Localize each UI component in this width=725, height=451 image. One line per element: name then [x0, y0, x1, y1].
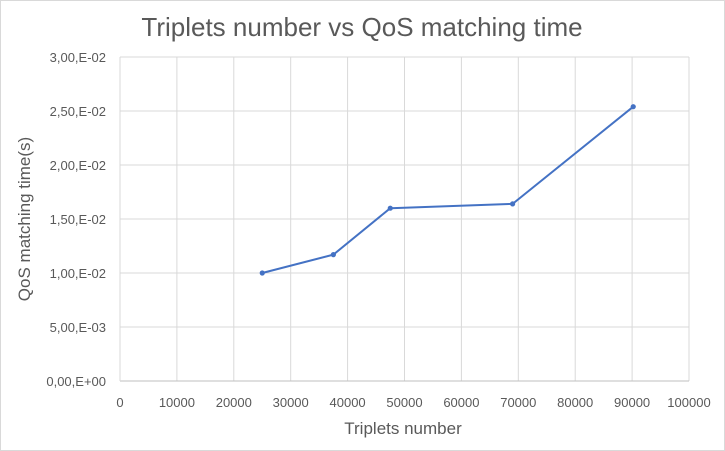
- x-tick-label: 30000: [273, 395, 309, 410]
- x-tick-label: 20000: [216, 395, 252, 410]
- series: [259, 104, 636, 276]
- y-tick-label: 1,00,E-02: [50, 266, 106, 281]
- data-point: [330, 252, 336, 258]
- x-tick-label: 80000: [557, 395, 593, 410]
- x-tick-label: 70000: [500, 395, 536, 410]
- data-point: [510, 201, 516, 207]
- y-tick-label: 2,50,E-02: [50, 104, 106, 119]
- x-axis-title: Triplets number: [344, 419, 462, 438]
- data-point: [387, 205, 393, 211]
- data-point: [259, 270, 265, 276]
- x-tick-label: 50000: [386, 395, 422, 410]
- x-tick-labels: 0 10000 20000 30000 40000 50000 60000 70000 8000…: [116, 395, 710, 410]
- chart-title: Triplets number vs QoS matching time: [141, 12, 582, 42]
- x-tick-label: 40000: [330, 395, 366, 410]
- y-tick-label: 1,50,E-02: [50, 212, 106, 227]
- x-tick-label: 90000: [614, 395, 650, 410]
- gridlines: [120, 56, 690, 381]
- y-tick-labels: 0,00,E+00 5,00,E-03 1,00,E-02 1,50,E-02 2,00…: [46, 50, 106, 389]
- y-tick-label: 3,00,E-02: [50, 50, 106, 65]
- y-axis-title: QoS matching time(s): [15, 137, 34, 301]
- x-tick-label: 60000: [443, 395, 479, 410]
- x-tick-label: 100000: [667, 395, 710, 410]
- y-tick-label: 0,00,E+00: [46, 374, 106, 389]
- axes: [119, 57, 689, 382]
- y-tick-label: 2,00,E-02: [50, 158, 106, 173]
- y-tick-label: 5,00,E-03: [50, 320, 106, 335]
- series-line: [262, 105, 634, 274]
- data-point: [630, 104, 636, 110]
- x-tick-label: 10000: [159, 395, 195, 410]
- x-tick-label: 0: [116, 395, 123, 410]
